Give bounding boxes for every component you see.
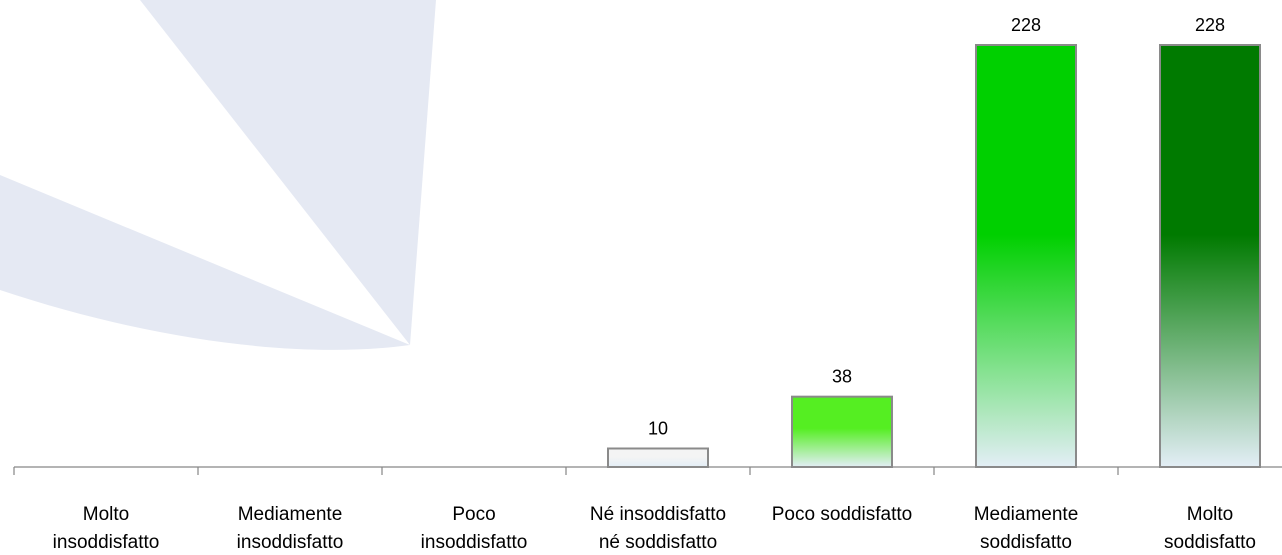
value-label: 38: [832, 367, 852, 387]
x-tick-label: Né insoddisfatto né soddisfatto: [566, 501, 750, 555]
bar: [608, 448, 708, 467]
x-tick-label: Mediamente insoddisfatto: [198, 501, 382, 555]
value-label: 228: [1011, 15, 1041, 35]
chart: 10 38 228 228: [0, 0, 1282, 555]
value-label: 10: [648, 418, 668, 438]
bar: [976, 45, 1076, 467]
bar: [1160, 45, 1260, 467]
bar: [792, 397, 892, 467]
x-tick-label: Mediamente soddisfatto: [934, 501, 1118, 555]
x-tick-label: Molto insoddisfatto: [14, 501, 198, 555]
x-tick-label: Molto soddisfatto: [1118, 501, 1282, 555]
x-tick-label: Poco soddisfatto: [750, 501, 934, 529]
page: 1038228228 (() => { const data = JSON.pa…: [0, 0, 1282, 555]
value-label: 228: [1195, 15, 1225, 35]
x-tick-label: Poco insoddisfatto: [382, 501, 566, 555]
